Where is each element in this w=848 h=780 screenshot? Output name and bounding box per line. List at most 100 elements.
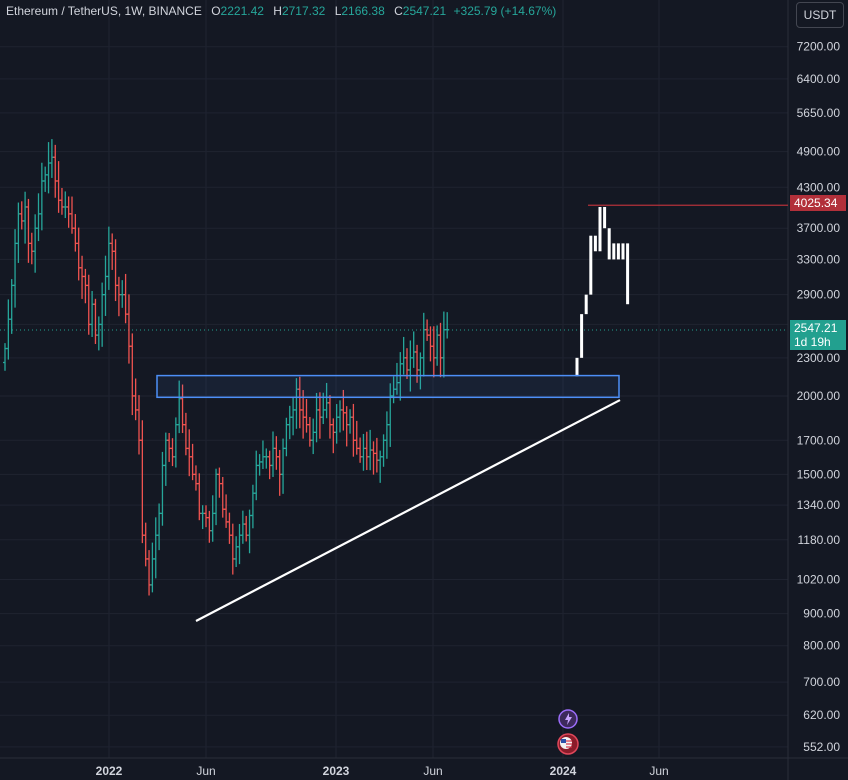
ohlc-legend: Ethereum / TetherUS, 1W, BINANCE O2221.4… — [6, 4, 556, 18]
ohlc-bar — [264, 448, 269, 469]
ohlc-bar — [130, 333, 135, 416]
y-tick-label: 1700.00 — [797, 433, 841, 447]
symbol-title[interactable]: Ethereum / TetherUS, 1W, BINANCE — [6, 4, 202, 18]
ohlc-bar — [311, 418, 316, 455]
ohlc-bar — [334, 404, 339, 444]
ohlc-bar — [150, 542, 155, 593]
x-tick-label: Jun — [423, 764, 442, 778]
ohlc-bar — [193, 465, 198, 491]
ohlc-bar — [364, 431, 369, 471]
projection-bar — [616, 243, 620, 260]
currency-unit-button[interactable]: USDT — [796, 2, 844, 28]
y-tick-label: 7200.00 — [797, 40, 841, 54]
ohlc-bar — [113, 239, 118, 302]
ohlc-bar — [26, 198, 31, 263]
ohlc-bar — [220, 476, 225, 518]
ohlc-bar — [123, 273, 128, 324]
ohlc-bar — [271, 431, 275, 477]
ohlc-bar — [244, 515, 249, 542]
y-tick-label: 2900.00 — [797, 288, 841, 302]
open-label: O — [211, 4, 221, 18]
x-tick-label: Jun — [196, 764, 215, 778]
ohlc-bar — [354, 420, 359, 455]
ohlc-bar — [187, 429, 192, 477]
low-label: L — [334, 4, 342, 18]
ohlc-bar — [287, 405, 292, 440]
ohlc-bar — [36, 193, 41, 242]
ohlc-bar — [260, 440, 265, 470]
y-tick-label: 2300.00 — [797, 351, 841, 365]
ohlc-bar — [254, 450, 259, 501]
ohlc-bar — [133, 378, 138, 421]
ohlc-bar — [358, 437, 363, 463]
projection-bar — [621, 243, 625, 260]
ohlc-bar — [86, 274, 91, 335]
ohlc-bar — [331, 418, 336, 454]
ohlc-bar — [167, 433, 172, 462]
projection-bar — [575, 357, 579, 377]
high-label: H — [273, 4, 282, 18]
ohlc-bar — [338, 400, 342, 433]
ohlc-bar — [207, 510, 212, 543]
ohlc-bar — [378, 450, 383, 483]
ohlc-bar — [438, 322, 443, 378]
ohlc-bar — [217, 467, 222, 498]
ohlc-bar — [351, 403, 356, 457]
resistance-price-tag: 4025.34 — [790, 195, 846, 211]
ohlc-bar — [90, 290, 95, 337]
ohlc-bar — [381, 434, 386, 467]
y-tick-label: 4300.00 — [797, 180, 841, 194]
projection-bar — [584, 294, 588, 315]
y-tick-label: 3300.00 — [797, 252, 841, 266]
ohlc-bar — [103, 255, 108, 316]
ohlc-bar — [348, 409, 353, 434]
ohlc-bar — [371, 441, 376, 475]
ohlc-bar — [80, 255, 85, 299]
flag-canton-icon — [561, 739, 566, 743]
close-label: C — [394, 4, 403, 18]
y-tick-label: 900.00 — [803, 607, 840, 621]
ohlc-bar — [247, 509, 252, 554]
ohlc-bar — [401, 336, 406, 375]
ohlc-bar — [93, 298, 98, 344]
ohlc-bar — [281, 438, 286, 494]
ohlc-bar — [274, 436, 279, 470]
projection-bar — [589, 235, 593, 295]
ohlc-bar — [431, 326, 436, 378]
ascending-trendline — [195, 399, 621, 622]
ohlc-bar — [224, 494, 229, 528]
y-tick-label: 2000.00 — [797, 389, 841, 403]
ohlc-bar — [160, 451, 165, 526]
y-tick-label: 800.00 — [803, 639, 840, 653]
y-tick-label: 1500.00 — [797, 467, 841, 481]
ohlc-bar — [210, 495, 215, 542]
ohlc-bar — [327, 395, 332, 439]
y-tick-label: 700.00 — [803, 675, 840, 689]
change-value: +325.79 (+14.67%) — [453, 4, 557, 18]
projection-bar — [603, 206, 607, 229]
y-tick-label: 1180.00 — [798, 533, 841, 547]
ohlc-bar — [405, 348, 409, 379]
ohlc-bar — [291, 396, 296, 436]
ohlc-bar — [284, 417, 289, 457]
y-tick-label: 1020.00 — [797, 573, 841, 587]
y-tick-label: 4900.00 — [797, 145, 841, 159]
ohlc-bar — [204, 505, 208, 528]
ohlc-bar — [170, 438, 175, 467]
last-price-value: 2547.21 — [794, 321, 838, 335]
ohlc-bar — [153, 517, 158, 579]
ohlc-bar — [214, 468, 219, 526]
ohlc-bar — [435, 325, 440, 366]
ohlc-bar — [445, 312, 450, 339]
ohlc-bar — [3, 343, 7, 371]
ohlc-bar — [240, 510, 245, 544]
ohlc-bar — [9, 279, 14, 334]
ohlc-bar — [307, 417, 312, 447]
ohlc-bar — [317, 392, 322, 439]
y-tick-label: 3700.00 — [797, 221, 841, 235]
projection-bar — [612, 243, 616, 260]
close-value: 2547.21 — [402, 4, 447, 18]
ohlc-bar — [140, 420, 145, 544]
